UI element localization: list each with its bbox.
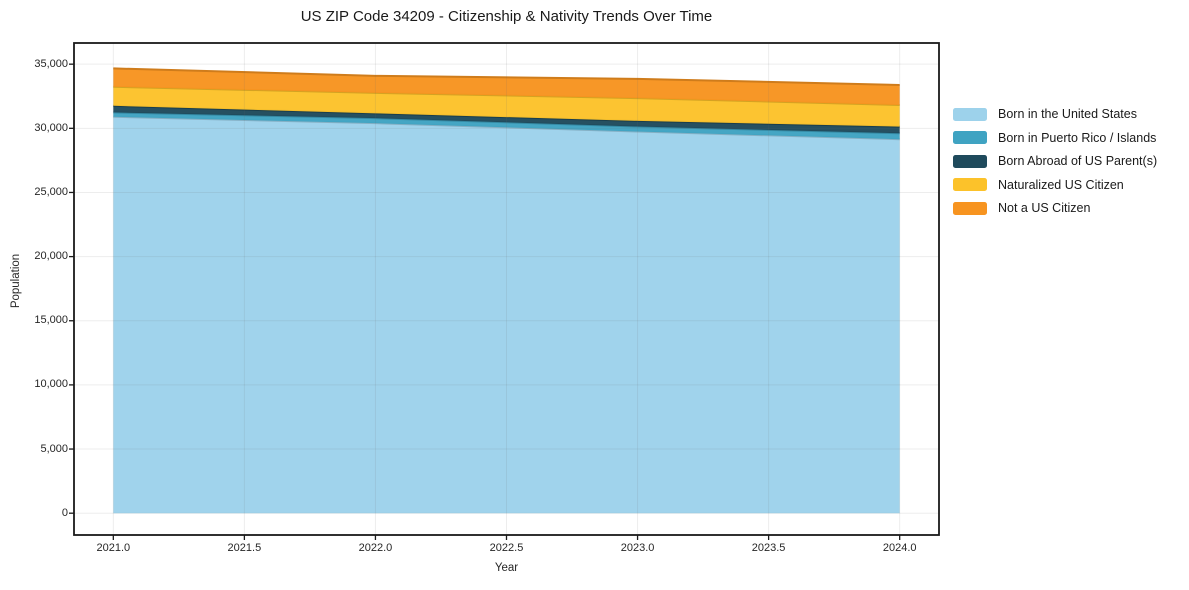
legend-swatch: [953, 107, 987, 121]
y-tick-label: 25,000: [34, 185, 68, 198]
x-axis-label: Year: [494, 562, 519, 574]
area-naturalized-us-citizen: [113, 86, 900, 127]
legend-label: Not a US Citizen: [998, 201, 1091, 215]
x-tick-label: 2022.0: [358, 542, 393, 554]
legend-label: Born in Puerto Rico / Islands: [998, 130, 1157, 145]
axis-tick-marks: [69, 63, 901, 540]
legend-item-naturalized-us-citizen: Naturalized US Citizen: [953, 178, 1157, 192]
y-tick-label: 30,000: [34, 121, 68, 134]
y-axis-label: Population: [10, 253, 22, 309]
y-tick-label: 15,000: [34, 314, 68, 327]
legend-swatch: [953, 201, 987, 215]
chart-title: US ZIP Code 34209 - Citizenship & Nativi…: [300, 8, 713, 25]
y-tick-label: 35,000: [34, 57, 68, 70]
area-edge-born-in-puerto-rico-islands: [113, 111, 900, 135]
y-tick-label: 20,000: [34, 250, 68, 263]
legend-item-born-in-the-united-states: Born in the United States: [953, 107, 1157, 121]
legend-item-born-abroad-of-us-parent-s: Born Abroad of US Parent(s): [953, 154, 1157, 168]
legend: Born in the United States Born in Puerto …: [953, 107, 1157, 225]
y-tick-label: 5,000: [40, 442, 68, 455]
legend-swatch: [953, 154, 987, 168]
y-tick-label: 10,000: [34, 378, 68, 391]
x-tick-label: 2021.0: [96, 542, 131, 554]
x-tick-label: 2021.5: [227, 542, 262, 554]
legend-swatch: [953, 131, 987, 144]
legend-item-born-in-puerto-rico-islands: Born in Puerto Rico / Islands: [953, 131, 1157, 145]
area-edge-not-a-us-citizen: [113, 67, 900, 86]
area-born-abroad-of-us-parent-s: [113, 105, 900, 134]
x-tick-label: 2023.5: [751, 542, 786, 554]
x-tick-label: 2022.5: [489, 542, 524, 554]
y-tick-label: 0: [61, 506, 68, 519]
legend-label: Naturalized US Citizen: [998, 177, 1124, 192]
legend-swatch: [953, 178, 987, 191]
legend-label: Born Abroad of US Parent(s): [998, 154, 1158, 168]
legend-label: Born in the United States: [998, 107, 1137, 121]
area-born-in-puerto-rico-islands: [113, 112, 900, 140]
gridlines: [74, 43, 939, 535]
legend-item-not-a-us-citizen: Not a US Citizen: [953, 201, 1157, 215]
plot-areas: [113, 67, 900, 514]
area-born-in-the-united-states: [113, 116, 900, 514]
x-tick-label: 2023.0: [620, 542, 655, 554]
area-not-a-us-citizen: [113, 68, 900, 105]
x-tick-label: 2024.0: [882, 542, 917, 554]
